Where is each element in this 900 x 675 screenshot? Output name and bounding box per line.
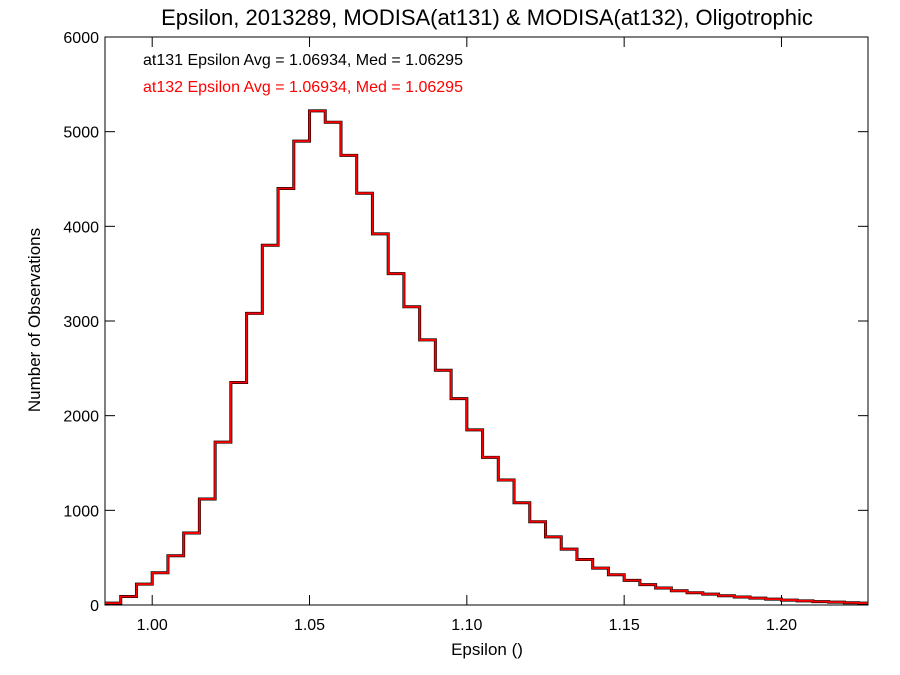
data-point-at132	[128, 595, 130, 598]
x-tick-label: 1.15	[609, 617, 640, 634]
y-tick-label: 5000	[63, 125, 99, 142]
data-point-at132	[238, 381, 240, 384]
y-tick-label: 1000	[63, 503, 99, 520]
data-point-at132	[678, 590, 680, 592]
y-axis-ticks: 0 1000 2000 3000 4000 5000 6000	[63, 30, 868, 615]
chart-title: Epsilon, 2013289, MODISA(at131) & MODISA…	[161, 5, 813, 30]
data-point-at132	[379, 233, 381, 235]
series-layer	[105, 109, 868, 605]
plot-frame	[104, 36, 869, 606]
y-tick-label: 0	[90, 598, 99, 615]
data-point-at132	[505, 479, 507, 481]
data-point-at132	[285, 187, 287, 190]
data-point-at132	[820, 600, 822, 603]
y-tick-label: 6000	[63, 30, 99, 47]
data-point-at132	[521, 502, 523, 504]
data-point-at132	[599, 567, 602, 569]
data-point-at132	[206, 498, 208, 500]
data-point-at132	[835, 601, 838, 603]
data-point-at132	[316, 110, 318, 112]
data-point-at132	[584, 558, 586, 561]
data-point-at132	[301, 140, 303, 142]
y-tick-label: 2000	[63, 409, 99, 426]
legend-entry-at132: at132 Epsilon Avg = 1.06934, Med = 1.062…	[143, 79, 463, 96]
series-line-at131	[105, 109, 868, 605]
data-point-at132	[112, 602, 114, 604]
x-tick-label: 1.10	[451, 617, 482, 634]
data-point-at132	[788, 599, 790, 601]
data-point-at132	[395, 273, 397, 275]
x-tick-label: 1.05	[294, 617, 325, 634]
data-point-at132	[725, 595, 728, 597]
x-axis-label: Epsilon ()	[451, 640, 523, 659]
data-point-at132	[222, 441, 224, 443]
data-point-at132	[175, 555, 177, 557]
data-point-at132	[804, 600, 806, 602]
data-point-at132	[253, 312, 256, 315]
x-tick-label: 1.20	[766, 617, 797, 634]
data-point-at132	[458, 398, 460, 400]
data-point-at132	[662, 587, 665, 589]
data-point-at132	[631, 579, 633, 581]
y-tick-label: 4000	[63, 219, 99, 236]
y-axis-label: Number of Observations	[25, 228, 44, 412]
series-at131	[105, 109, 868, 605]
legend-entry-at131: at131 Epsilon Avg = 1.06934, Med = 1.062…	[143, 52, 463, 69]
data-point-at132	[647, 584, 649, 586]
data-point-at132	[159, 572, 161, 574]
data-point-at132	[552, 536, 554, 538]
x-tick-label: 1.00	[137, 617, 168, 634]
data-point-at132	[568, 548, 570, 550]
data-point-at132	[710, 593, 712, 595]
data-point-at132	[537, 521, 539, 523]
data-point-at132	[411, 306, 413, 308]
y-tick-label: 3000	[63, 314, 99, 331]
series-at132	[105, 109, 868, 605]
data-point-at132	[332, 121, 334, 123]
data-point-at132	[348, 154, 350, 156]
data-point-at132	[442, 369, 444, 371]
data-point-at132	[474, 429, 476, 431]
data-point-at132	[741, 596, 743, 598]
data-point-at132	[773, 598, 775, 600]
data-point-at132	[190, 532, 193, 534]
data-point-at132	[143, 583, 145, 585]
data-point-at132	[757, 597, 759, 599]
data-point-at132	[864, 602, 866, 604]
data-point-at132	[426, 339, 429, 341]
series-line-at132	[105, 109, 868, 605]
data-point-at132	[489, 456, 492, 458]
data-point-at132	[694, 592, 696, 594]
data-point-at132	[363, 192, 366, 194]
data-point-at132	[615, 574, 617, 576]
x-axis-ticks: 1.00 1.05 1.10 1.15 1.20	[137, 37, 797, 634]
data-point-at132	[851, 602, 853, 604]
data-point-at132	[269, 244, 271, 246]
